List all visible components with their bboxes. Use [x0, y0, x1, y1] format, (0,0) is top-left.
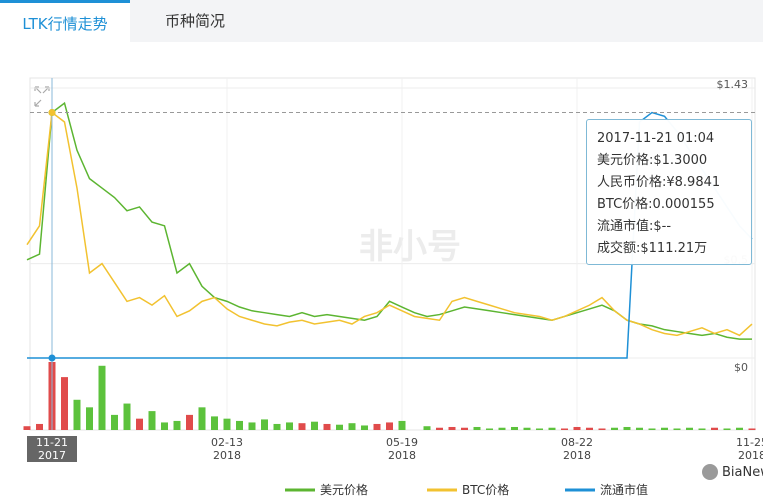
volume-bar [511, 426, 518, 430]
volume-bar [561, 428, 568, 430]
volume-bar [661, 427, 668, 430]
tooltip-label: 美元价格:$1.3000 [597, 153, 708, 168]
tab[interactable]: 币种简况 [164, 12, 225, 30]
y-tick-label: $1.43 [717, 78, 749, 91]
x-tick-label: 05-19 2018 [386, 436, 418, 462]
tooltip: 2017-11-21 01:04 美元价格:$1.3000 人民币价格:¥8.984… [586, 119, 752, 265]
volume-bar [686, 427, 693, 430]
volume-bar [573, 426, 581, 430]
volume-bar [723, 428, 731, 430]
tooltip-title: 2017-11-21 01:04 [597, 131, 715, 146]
x-tick-label: 02-13 2018 [211, 436, 243, 462]
volume-bar [423, 426, 431, 430]
volume-bar [373, 423, 381, 430]
volume-bar [286, 422, 293, 430]
volume-bar [61, 377, 68, 430]
tooltip-row: 流通市值:$-- [597, 216, 741, 238]
volume-bar [711, 427, 718, 430]
volume-bar [598, 428, 606, 430]
volume-bar [123, 403, 131, 430]
volume-bar [748, 428, 756, 430]
volume-bar [173, 420, 181, 430]
volume-bar [473, 426, 481, 430]
tooltip-row: 成交额:$111.21万 [597, 238, 741, 260]
tooltip-label: 成交额:$111.21万 [597, 241, 708, 256]
volume-bar [648, 428, 656, 430]
volume-bar [698, 428, 706, 430]
volume-bar [261, 419, 268, 430]
volume-bar [248, 422, 256, 430]
volume-bar [86, 407, 93, 430]
volume-bar [186, 414, 193, 430]
volume-bar [736, 427, 743, 430]
volume-bar [161, 422, 168, 430]
tooltip-row: 美元价格:$1.3000 [597, 150, 741, 172]
volume-bar [536, 428, 543, 430]
volume-bar [448, 426, 456, 430]
volume-bar [523, 427, 531, 430]
zoom-icon[interactable] [34, 86, 50, 107]
series-line [26, 111, 753, 337]
tooltip-row: BTC价格:0.000155 [597, 194, 741, 216]
volume-bar [673, 428, 681, 430]
volume-bar [298, 423, 306, 430]
volume-bar [348, 423, 356, 430]
tooltip-row: 人民币价格:¥8.9841 [597, 172, 741, 194]
tab-active[interactable]: LTK行情走势 [0, 0, 130, 42]
volume-bar [73, 399, 81, 430]
volume-bar [611, 427, 618, 430]
hover-dot [48, 354, 56, 362]
volume-bar [111, 414, 118, 430]
volume-bar [636, 427, 643, 430]
volume-bar [323, 423, 331, 430]
volume-bar [586, 427, 593, 430]
volume-bar [336, 424, 343, 430]
volume-bar [436, 427, 443, 430]
legend-label: 美元价格 [320, 482, 368, 497]
volume-bar [223, 418, 231, 430]
volume-bar [311, 421, 318, 430]
volume-bar [148, 411, 156, 430]
series-line [27, 111, 753, 359]
volume-bar [198, 407, 206, 430]
x-tick-label: 11-21 2017 [27, 436, 77, 462]
volume-bar [136, 418, 143, 430]
volume-bar [98, 365, 106, 430]
watermark: 非小号 [359, 227, 461, 267]
legend-label: 流通市值 [600, 482, 648, 497]
volume-bar [498, 427, 506, 430]
volume-bar [36, 423, 43, 430]
tooltip-label: 流通市值:$-- [597, 219, 672, 234]
volume-bar [461, 427, 468, 430]
wechat-icon [702, 464, 718, 480]
x-tick-label: 11-25 2018 [736, 436, 763, 462]
brand: BiaNews [722, 465, 763, 480]
y-tick-label: $0 [734, 361, 748, 374]
tooltip-label: 人民币价格:¥8.9841 [597, 175, 721, 190]
volume-bar [398, 420, 406, 430]
hover-dot [48, 109, 56, 117]
volume-bar [623, 426, 631, 430]
volume-bar [211, 416, 218, 430]
tooltip-label: BTC价格:0.000155 [597, 197, 715, 212]
volume-bar [361, 425, 368, 430]
volume-bar [273, 423, 281, 430]
x-tick-label: 08-22 2018 [561, 436, 593, 462]
volume-bar [23, 426, 31, 430]
volume-bar [386, 422, 393, 430]
volume-bar [548, 427, 556, 430]
legend-label: BTC价格 [462, 482, 509, 497]
volume-bar [236, 420, 243, 430]
volume-bar [486, 428, 493, 430]
